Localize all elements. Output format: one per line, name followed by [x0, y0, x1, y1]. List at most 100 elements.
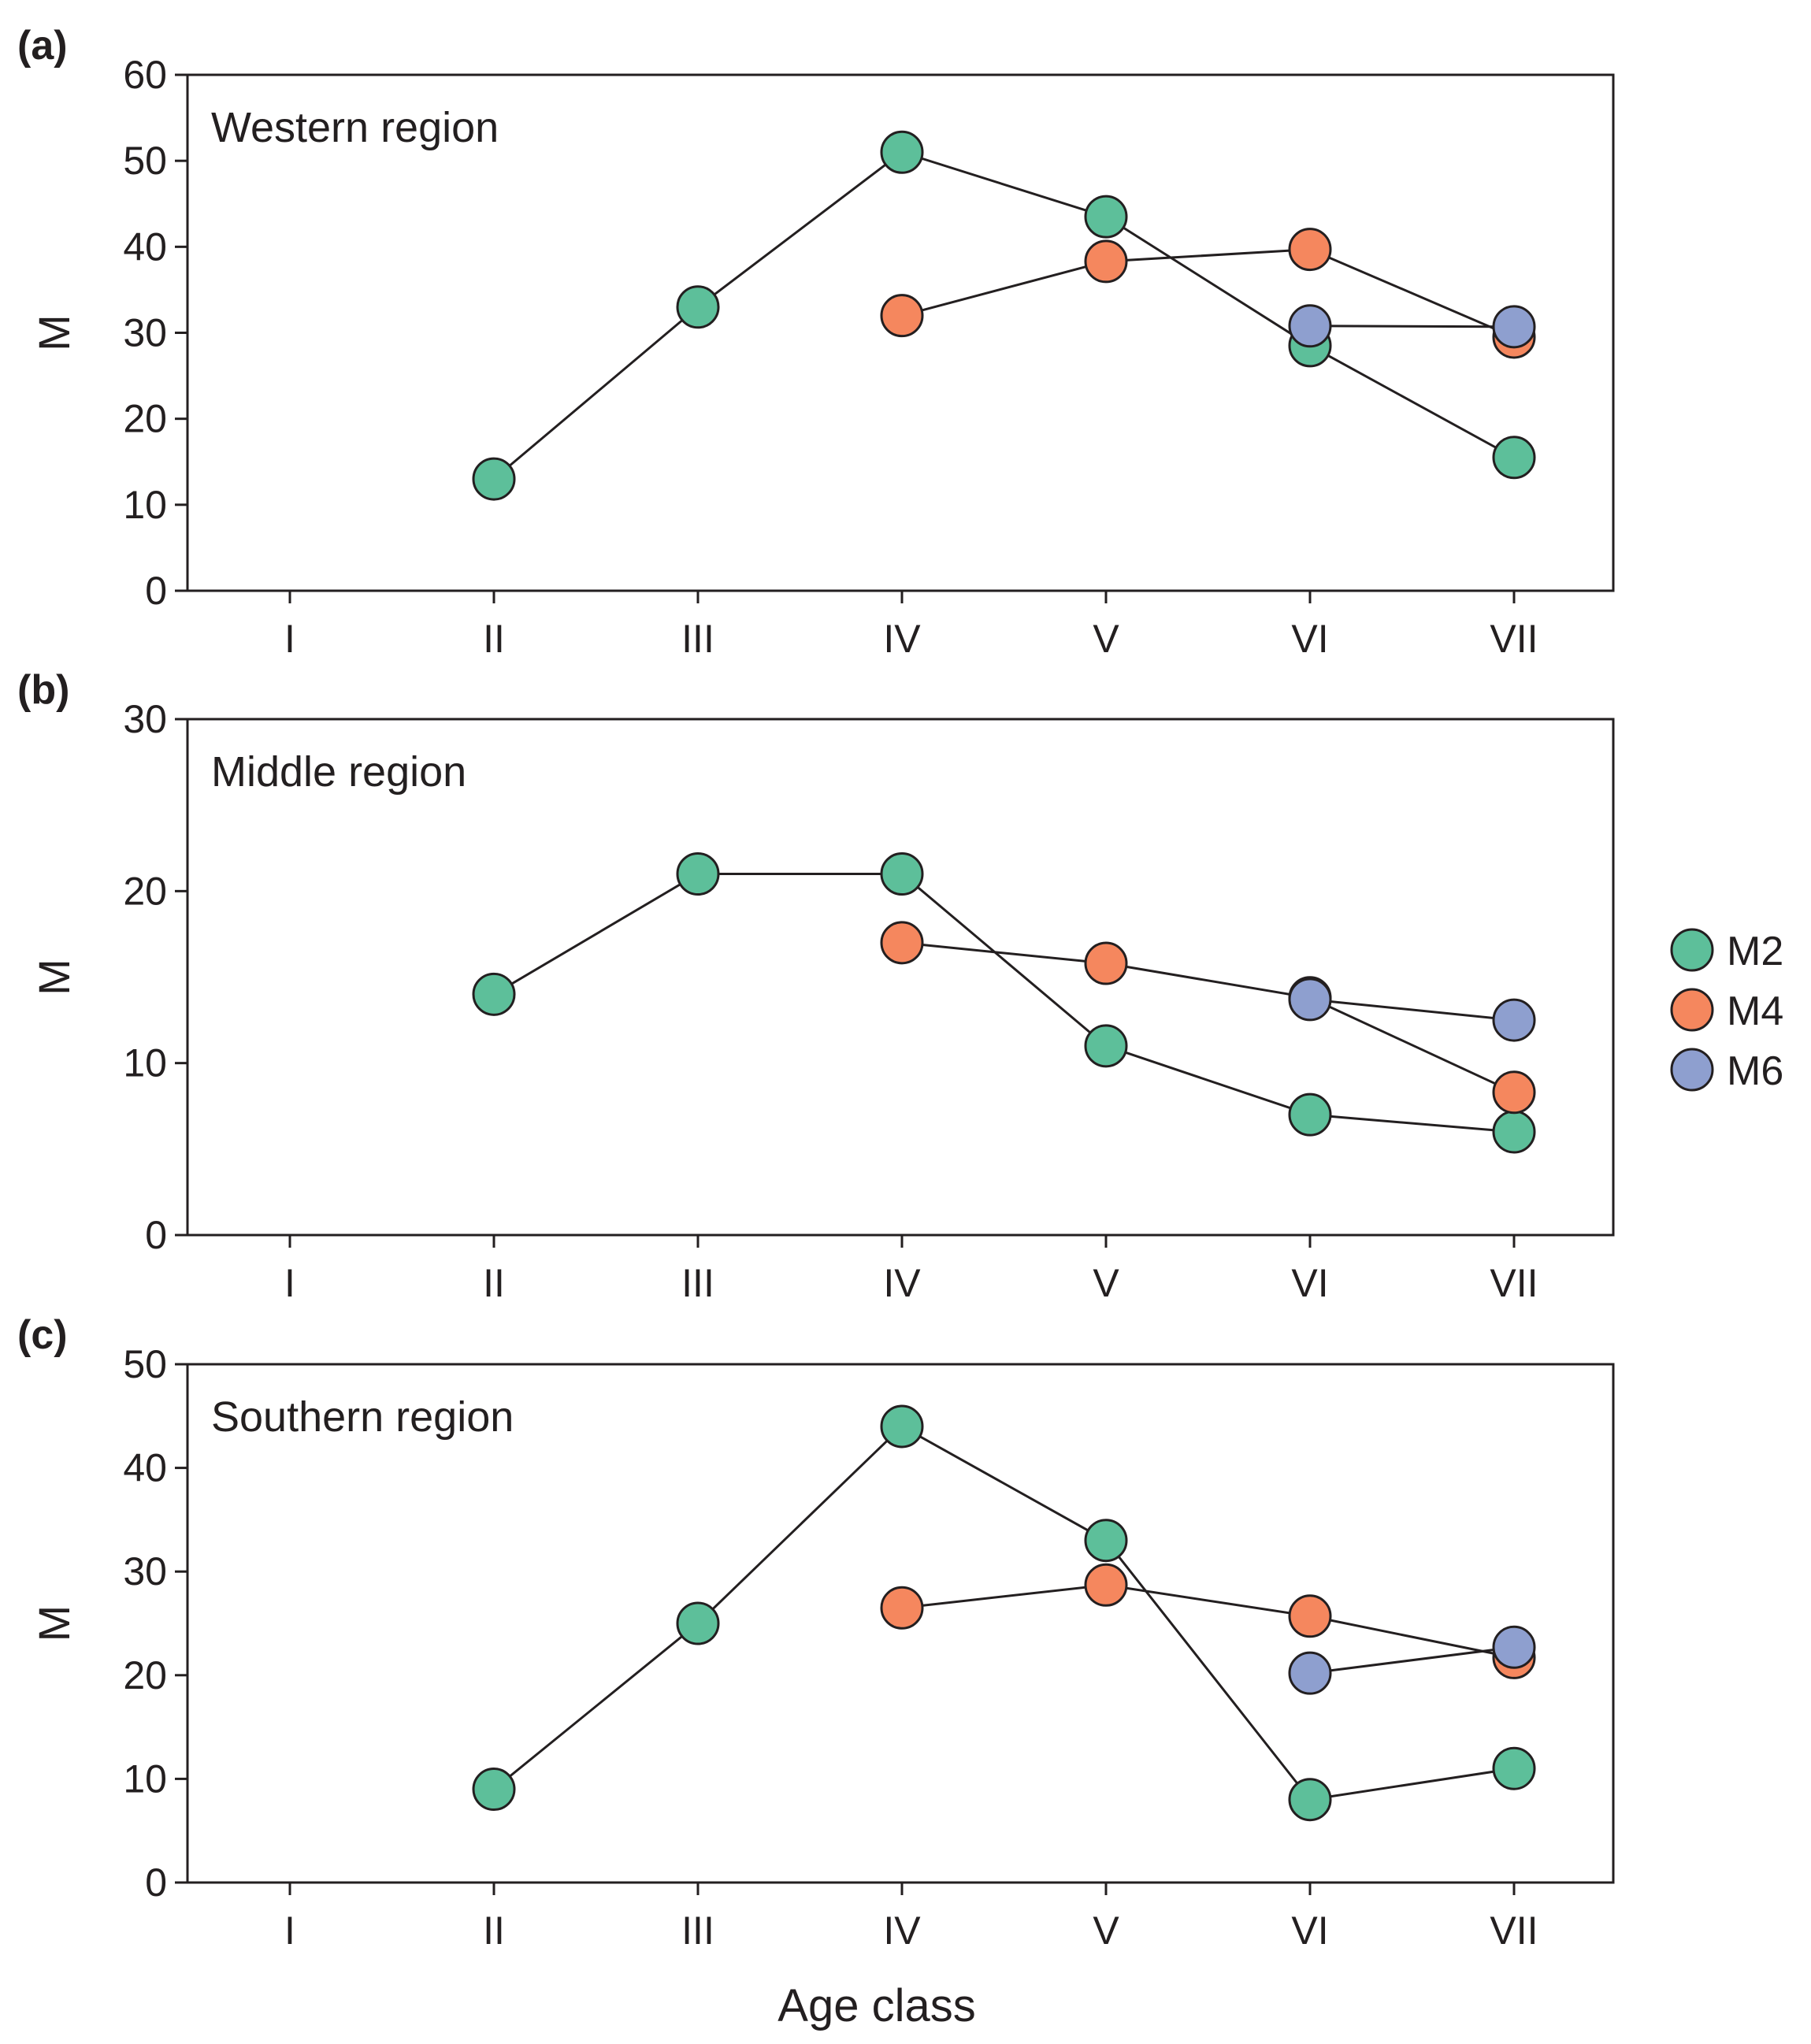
- data-point-m6: [1288, 977, 1332, 1022]
- series-line-m6: [1309, 998, 1515, 1022]
- y-axis-label: M: [29, 314, 79, 351]
- data-point-m2: [676, 852, 720, 896]
- data-point-m6: [1492, 998, 1536, 1042]
- x-tick-label: II: [483, 1909, 505, 1953]
- legend-label-m2: M2: [1727, 929, 1783, 974]
- series-line-m2: [493, 873, 1515, 1133]
- y-tick-label: 0: [145, 569, 167, 613]
- y-tick-label: 50: [123, 139, 167, 183]
- x-tick-label: I: [284, 1909, 295, 1953]
- data-point-m4: [1288, 228, 1332, 272]
- series-line-m4: [901, 941, 1515, 1094]
- data-point-m2: [1492, 1110, 1536, 1154]
- series-line-m2: [493, 1425, 1515, 1801]
- data-point-m2: [880, 130, 924, 174]
- y-tick-label: 0: [145, 1213, 167, 1257]
- panel-label: (c): [17, 1312, 68, 1358]
- x-tick-label: V: [1093, 617, 1119, 661]
- data-point-m4: [880, 1586, 924, 1630]
- plot-frame: [186, 1363, 1615, 1884]
- panel-title: Southern region: [211, 1393, 514, 1441]
- data-point-m2: [1492, 1746, 1536, 1790]
- data-point-m6: [1492, 305, 1536, 349]
- data-point-m4: [880, 294, 924, 338]
- y-axis-label: M: [29, 1605, 79, 1642]
- y-tick-label: 40: [123, 224, 167, 269]
- data-point-m2: [472, 457, 516, 501]
- panel-label: (a): [17, 23, 68, 69]
- data-point-m2: [880, 852, 924, 896]
- x-tick-label: V: [1093, 1909, 1119, 1953]
- panel-title: Middle region: [211, 748, 466, 796]
- x-tick-label: II: [483, 617, 505, 661]
- x-tick-label: V: [1093, 1261, 1119, 1305]
- y-tick-label: 0: [145, 1860, 167, 1905]
- x-tick-label: VII: [1490, 1909, 1538, 1953]
- legend: M2 M4 M6: [1670, 928, 1783, 1094]
- legend-label-m4: M4: [1727, 989, 1783, 1034]
- x-tick-label: VII: [1490, 1261, 1538, 1305]
- data-point-m2: [880, 1404, 924, 1449]
- data-point-m2: [1084, 1519, 1128, 1563]
- plot-frame: [186, 718, 1615, 1237]
- series-line-m6: [1309, 1645, 1515, 1675]
- legend-marker-m2: [1670, 928, 1714, 972]
- x-tick-label: VI: [1291, 617, 1328, 661]
- data-point-m4: [1288, 1594, 1332, 1638]
- data-point-m2: [472, 1768, 516, 1812]
- x-tick-label: I: [284, 1261, 295, 1305]
- y-tick-label: 30: [123, 311, 167, 355]
- data-point-m4: [1084, 239, 1128, 284]
- x-tick-label: VII: [1490, 617, 1538, 661]
- data-point-m2: [1084, 195, 1128, 239]
- data-point-m2: [1084, 1024, 1128, 1068]
- y-tick-label: 20: [123, 397, 167, 441]
- x-tick-label: III: [681, 1261, 714, 1305]
- data-point-m4: [1084, 941, 1128, 985]
- data-point-m2: [676, 1601, 720, 1645]
- legend-marker-m4: [1670, 988, 1714, 1032]
- x-tick-label: III: [681, 617, 714, 661]
- legend-marker-m6: [1670, 1048, 1714, 1092]
- x-tick-label: IV: [883, 617, 921, 661]
- y-tick-label: 10: [123, 483, 167, 527]
- data-point-m2: [1288, 1778, 1332, 1822]
- data-point-m2: [1492, 436, 1536, 480]
- data-point-m4: [1084, 1563, 1128, 1607]
- panel-label: (b): [17, 667, 69, 713]
- y-axis-label: M: [29, 959, 79, 996]
- panel-title: Western region: [211, 104, 499, 151]
- data-point-m2: [1288, 1092, 1332, 1137]
- y-tick-label: 40: [123, 1446, 167, 1490]
- data-point-m2: [676, 285, 720, 329]
- series-line-m6: [1309, 325, 1515, 328]
- data-point-m4: [1492, 1070, 1536, 1115]
- data-point-m2: [472, 972, 516, 1016]
- y-tick-label: 30: [123, 697, 167, 741]
- x-tick-label: III: [681, 1909, 714, 1953]
- y-tick-label: 30: [123, 1549, 167, 1593]
- data-point-m6: [1288, 304, 1332, 348]
- x-axis-label: Age class: [777, 1980, 975, 2031]
- y-tick-label: 10: [123, 1041, 167, 1085]
- y-tick-label: 10: [123, 1757, 167, 1801]
- x-tick-label: VI: [1291, 1261, 1328, 1305]
- x-tick-label: VI: [1291, 1909, 1328, 1953]
- series-line-m4: [901, 248, 1515, 339]
- x-tick-label: IV: [883, 1909, 921, 1953]
- y-tick-label: 20: [123, 1653, 167, 1697]
- x-tick-label: I: [284, 617, 295, 661]
- series-line-m4: [901, 1583, 1515, 1659]
- y-tick-label: 50: [123, 1342, 167, 1386]
- x-tick-label: II: [483, 1261, 505, 1305]
- data-point-m6: [1288, 1651, 1332, 1695]
- data-point-m4: [880, 921, 924, 965]
- x-tick-label: IV: [883, 1261, 921, 1305]
- data-point-m6: [1492, 1625, 1536, 1669]
